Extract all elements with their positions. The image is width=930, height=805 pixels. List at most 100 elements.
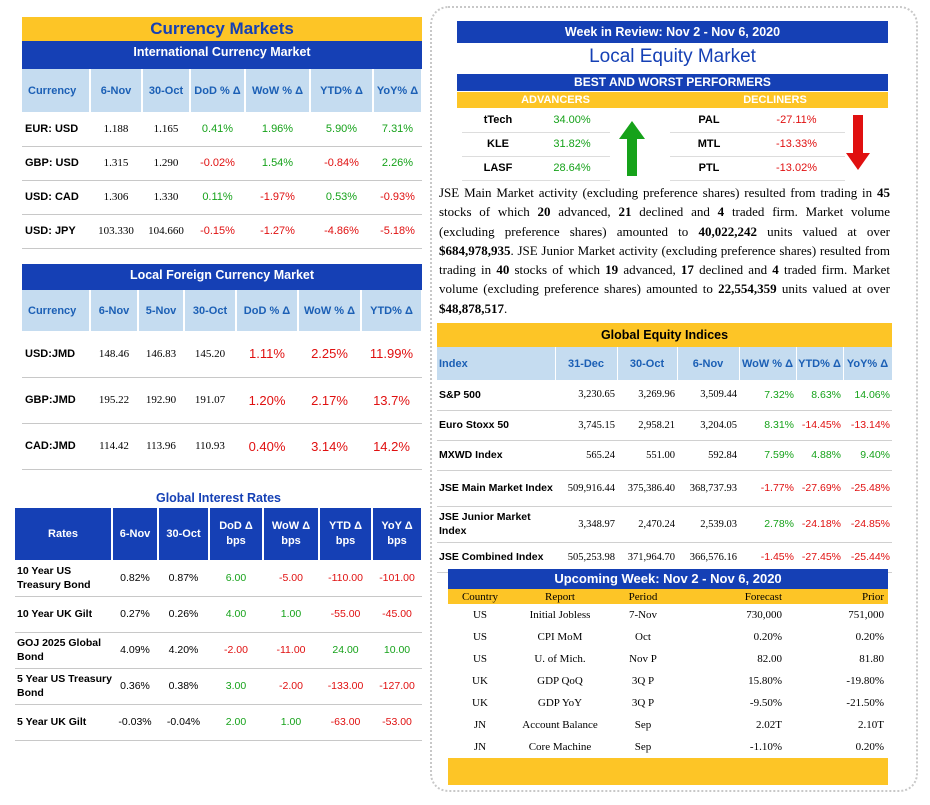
change: 34.00% (534, 108, 610, 133)
col-dod: DoD % Δ (236, 290, 299, 331)
table-row: USD:JMD 148.46 146.83 145.20 1.11% 2.25%… (22, 331, 422, 378)
cell: 1.96% (245, 112, 310, 147)
cell: 2,470.24 (617, 506, 677, 543)
adv-dec-bar (457, 92, 888, 108)
col-wow: WoW % Δ (298, 290, 362, 331)
cell: -25.48% (843, 470, 892, 507)
cell: 509,916.44 (555, 470, 617, 507)
table-row: US U. of Mich. Nov P 82.00 81.80 (448, 648, 888, 670)
col-30oct: 30-Oct (158, 508, 210, 560)
table-row: JSE Junior Market Index 3,348.97 2,470.2… (437, 506, 892, 543)
row-label: GBP:JMD (22, 377, 90, 424)
cell: CPI MoM (537, 631, 583, 643)
table-row: MXWD Index 565.24 551.00 592.84 7.59% 4.… (437, 440, 892, 471)
row-label: JSE Combined Index (437, 542, 555, 573)
cell: 4.20% (158, 632, 209, 669)
cell: -19.80% (846, 675, 884, 687)
change: 28.64% (534, 156, 610, 181)
cell: 8.31% (739, 410, 796, 441)
summary-value: 4 (772, 262, 779, 278)
cell: Oct (635, 631, 651, 643)
table-row: 10 Year US Treasury Bond 0.82% 0.87% 6.0… (15, 560, 422, 597)
row-label: 5 Year US Treasury Bond (15, 668, 112, 705)
table-row: USD: CAD 1.306 1.330 0.11% -1.97% 0.53% … (22, 180, 422, 215)
cell: US (472, 653, 488, 665)
cell: JN (473, 741, 487, 753)
cell: 1.306 (90, 180, 142, 215)
table-row: S&P 500 3,230.65 3,269.96 3,509.44 7.32%… (437, 380, 892, 411)
row-label: JSE Junior Market Index (437, 506, 555, 543)
summary-value: 22,554,359 (718, 281, 777, 297)
market-summary: JSE Main Market activity (excluding pref… (439, 183, 890, 318)
col-ytd: YTD% Δ (361, 290, 423, 331)
change: 31.82% (534, 132, 610, 157)
cell: -0.15% (190, 214, 245, 249)
down-arrow-icon (846, 115, 870, 170)
cell: 4.09% (112, 632, 158, 669)
interest-rates-table: Rates 6-Nov 30-Oct DoD Δ bps WoW Δ bps Y… (15, 508, 423, 741)
summary-text: stocks of which (439, 204, 538, 220)
col-6nov: 6-Nov (112, 508, 159, 560)
cell: -25.44% (843, 542, 892, 573)
cell: Initial Jobless (529, 609, 591, 621)
upcoming-week-panel: Upcoming Week: Nov 2 - Nov 6, 2020 Count… (448, 569, 888, 785)
row-label: USD: CAD (22, 180, 90, 215)
cell: 4.00 (209, 596, 263, 633)
list-item: MTL -13.33% (670, 132, 845, 157)
row-label: 10 Year UK Gilt (15, 596, 112, 633)
summary-value: 19 (605, 262, 619, 278)
table-row: 5 Year US Treasury Bond 0.36% 0.38% 3.00… (15, 668, 422, 705)
review-frame (430, 6, 918, 792)
cell: 104.660 (142, 214, 190, 249)
col-ytd: YTD Δ bps (319, 508, 373, 560)
cell: US (472, 609, 488, 621)
cell: 103.330 (90, 214, 142, 249)
table-row: EUR: USD 1.188 1.165 0.41% 1.96% 5.90% 7… (22, 112, 422, 147)
cell: -55.00 (319, 596, 372, 633)
cell: 0.20% (753, 631, 782, 643)
cell: 1.20% (236, 377, 298, 424)
cell: 1.188 (90, 112, 142, 147)
currency-markets-panel: Currency Markets International Currency … (22, 17, 423, 249)
cell: 6.00 (209, 560, 263, 597)
cell: 15.80% (748, 675, 782, 687)
cell: -0.03% (112, 704, 158, 741)
cell: 0.27% (112, 596, 158, 633)
cell: 9.40% (843, 440, 892, 471)
cell: 82.00 (757, 653, 782, 665)
table-row: 5 Year UK Gilt -0.03% -0.04% 2.00 1.00 -… (15, 704, 422, 741)
upcoming-week-title: Upcoming Week: Nov 2 - Nov 6, 2020 (448, 569, 888, 589)
cell: -1.77% (739, 470, 796, 507)
week-review-title: Week in Review: Nov 2 - Nov 6, 2020 (457, 21, 888, 43)
col-ytd: YTD% Δ (310, 69, 374, 112)
row-label: EUR: USD (22, 112, 90, 147)
summary-value: 45 (877, 185, 890, 200)
cell: -21.50% (846, 697, 884, 709)
cell: 7.32% (739, 380, 796, 411)
cell: 3,230.65 (555, 380, 617, 411)
cell: 0.26% (158, 596, 209, 633)
cell: 2.26% (373, 146, 422, 181)
cell: 14.2% (361, 423, 422, 470)
cell: 113.96 (138, 423, 184, 470)
cell: Sep (634, 719, 652, 731)
summary-text: declined and (631, 204, 718, 220)
table-row: JSE Combined Index 505,253.98 371,964.70… (437, 542, 892, 573)
cell: 8.63% (796, 380, 843, 411)
cell: Sep (634, 741, 652, 753)
list-item: KLE 31.82% (462, 132, 610, 157)
summary-value: 21 (618, 204, 632, 220)
cell: -27.45% (796, 542, 843, 573)
cell: 0.53% (310, 180, 373, 215)
cell: 3,509.44 (677, 380, 739, 411)
up-arrow-icon (619, 121, 645, 176)
row-label: USD: JPY (22, 214, 90, 249)
cell: 0.20% (855, 631, 884, 643)
cell: 11.99% (361, 331, 422, 378)
list-item: tTech 34.00% (462, 108, 610, 133)
cell: 110.93 (184, 423, 236, 470)
cell: 24.00 (319, 632, 372, 669)
cell: 4.88% (796, 440, 843, 471)
symbol: PTL (670, 156, 748, 181)
cell: -1.45% (739, 542, 796, 573)
